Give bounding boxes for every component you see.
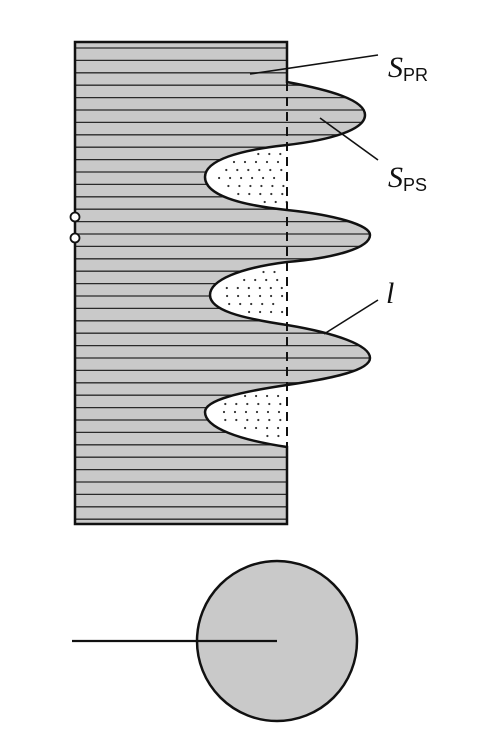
stipple-dot — [265, 160, 269, 164]
stipple-dot — [226, 294, 229, 298]
stipple-dot — [273, 176, 276, 180]
stipple-dot — [281, 294, 284, 298]
stipple-dot — [257, 418, 260, 422]
stipple-dot — [225, 286, 228, 290]
stipple-dot — [228, 302, 231, 306]
stipple-dot — [276, 160, 280, 164]
stipple-dot — [261, 302, 264, 306]
stipple-dot — [246, 418, 249, 422]
stipple-dot — [222, 410, 226, 414]
stipple-dot — [262, 176, 265, 180]
stipple-dot — [243, 278, 246, 282]
stipple-dot — [274, 200, 277, 204]
stipple-dot — [232, 160, 236, 164]
stipple-dot — [248, 294, 251, 298]
stipple-dot — [235, 402, 238, 406]
stipple-dot — [277, 434, 280, 438]
stipple-dot — [257, 402, 260, 406]
stipple-dot — [254, 278, 257, 282]
stipple-dot — [244, 410, 248, 414]
stipple-dot — [247, 168, 250, 172]
stipple-dot — [269, 286, 272, 290]
stipple-dot — [254, 160, 258, 164]
stipple-dot — [271, 184, 274, 188]
stipple-dot — [266, 426, 269, 430]
stipple-dot — [255, 426, 258, 430]
stipple-dot — [237, 294, 240, 298]
stipple-dot — [251, 176, 254, 180]
stipple-dot — [224, 418, 227, 422]
stipple-dot — [239, 302, 242, 306]
threaded-body-fill — [75, 42, 370, 524]
stipple-dot — [282, 184, 285, 188]
stipple-dot — [270, 294, 273, 298]
stipple-dot — [259, 192, 262, 196]
stipple-dot — [279, 418, 282, 422]
stipple-dot — [255, 410, 259, 414]
stipple-dot — [270, 310, 273, 314]
stipple-dot — [258, 286, 261, 290]
stipple-dot — [233, 410, 237, 414]
stipple-dot — [225, 168, 228, 172]
stipple-dot — [266, 434, 269, 438]
leader-line-l — [323, 299, 379, 335]
stipple-dot — [266, 410, 270, 414]
stipple-dot — [277, 426, 280, 430]
stipple-dot — [240, 176, 243, 180]
stipple-dot — [227, 184, 230, 188]
stipple-dot — [248, 310, 251, 314]
stipple-dot — [279, 402, 282, 406]
label-s-pr: SPR — [388, 51, 428, 85]
stipple-dot — [262, 270, 265, 274]
stipple-dot — [224, 402, 227, 406]
stipple-dot — [268, 418, 271, 422]
stipple-dot — [277, 394, 280, 398]
leader-line-s-pr — [249, 54, 379, 75]
stipple-dot — [280, 168, 283, 172]
stipple-dot — [255, 394, 258, 398]
stipple-dot — [258, 168, 261, 172]
stipple-dot — [279, 152, 282, 156]
stipple-dot — [259, 294, 262, 298]
stipple-dot — [270, 192, 273, 196]
stipple-dot — [249, 184, 252, 188]
stipple-dot — [244, 426, 247, 430]
label-s-ps: SPS — [388, 161, 427, 195]
dotted-regions — [218, 152, 288, 438]
stipple-dot — [281, 192, 284, 196]
stipple-dot — [276, 278, 279, 282]
left-edge-circle-lower — [69, 232, 81, 244]
leader-line-s-ps — [319, 117, 379, 161]
stipple-dot — [266, 394, 269, 398]
stipple-dot — [229, 176, 232, 180]
stipple-dot — [250, 302, 253, 306]
stipple-dot — [265, 278, 268, 282]
stipple-dot — [260, 184, 263, 188]
stipple-dot — [248, 192, 251, 196]
stipple-dot — [268, 402, 271, 406]
stipple-dot — [244, 394, 247, 398]
stipple-dot — [277, 410, 281, 414]
stipple-dot — [259, 310, 262, 314]
stipple-dot — [218, 176, 221, 180]
stipple-dot — [273, 270, 276, 274]
stipple-dot — [238, 184, 241, 188]
stipple-dot — [281, 310, 284, 314]
stipple-dot — [263, 200, 266, 204]
stipple-dot — [280, 286, 283, 290]
stipple-dot — [237, 192, 240, 196]
stipple-dot — [269, 168, 272, 172]
stipple-dot — [257, 152, 260, 156]
left-edge-circle-upper — [69, 211, 81, 223]
stipple-dot — [243, 160, 247, 164]
stipple-dot — [247, 286, 250, 290]
label-l: l — [386, 277, 394, 310]
stipple-dot — [246, 402, 249, 406]
stipple-dot — [272, 302, 275, 306]
stipple-dot — [236, 286, 239, 290]
stipple-dot — [268, 152, 271, 156]
stipple-dot — [235, 418, 238, 422]
stipple-dot — [236, 168, 239, 172]
